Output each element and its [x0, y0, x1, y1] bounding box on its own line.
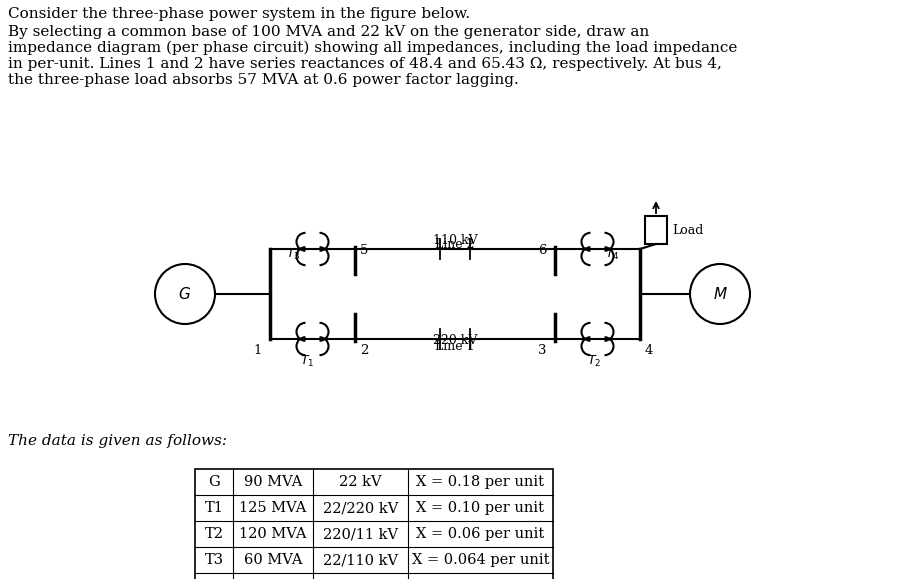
Text: 22/110 kV: 22/110 kV — [322, 553, 397, 567]
Text: $M$: $M$ — [711, 286, 727, 302]
Text: 220/11 kV: 220/11 kV — [322, 527, 397, 541]
Text: 2: 2 — [360, 344, 368, 357]
Text: 125 MVA: 125 MVA — [239, 501, 306, 515]
Text: $G$: $G$ — [179, 286, 191, 302]
Text: 120 MVA: 120 MVA — [239, 527, 306, 541]
Text: 3: 3 — [537, 344, 547, 357]
Text: 90 MVA: 90 MVA — [243, 475, 302, 489]
Text: T1: T1 — [204, 501, 223, 515]
Text: 6: 6 — [537, 244, 547, 257]
Text: in per-unit. Lines 1 and 2 have series reactances of 48.4 and 65.43 Ω, respectiv: in per-unit. Lines 1 and 2 have series r… — [8, 57, 722, 71]
Text: 1: 1 — [253, 344, 261, 357]
Bar — [644, 216, 666, 244]
Text: the three-phase load absorbs 57 MVA at 0.6 power factor lagging.: the three-phase load absorbs 57 MVA at 0… — [8, 73, 518, 87]
Text: The data is given as follows:: The data is given as follows: — [8, 434, 227, 448]
Text: $T_4$: $T_4$ — [605, 247, 619, 262]
Text: Line 2: Line 2 — [435, 238, 475, 251]
Text: $T_1$: $T_1$ — [300, 354, 314, 369]
Text: 60 MVA: 60 MVA — [243, 553, 302, 567]
Text: Consider the three-phase power system in the figure below.: Consider the three-phase power system in… — [8, 7, 469, 21]
Text: $T_3$: $T_3$ — [286, 247, 300, 262]
Text: G: G — [208, 475, 220, 489]
Text: 110 kV: 110 kV — [432, 234, 476, 247]
Text: $T_2$: $T_2$ — [587, 354, 601, 369]
Bar — [195, 469, 552, 579]
Text: By selecting a common base of 100 MVA and 22 kV on the generator side, draw an: By selecting a common base of 100 MVA an… — [8, 25, 649, 39]
Text: 4: 4 — [644, 344, 652, 357]
Text: 220 kV: 220 kV — [433, 334, 476, 347]
Text: X = 0.06 per unit: X = 0.06 per unit — [416, 527, 544, 541]
Text: Line 1: Line 1 — [435, 340, 475, 353]
Text: X = 0.18 per unit: X = 0.18 per unit — [416, 475, 544, 489]
Text: X = 0.10 per unit: X = 0.10 per unit — [416, 501, 544, 515]
Text: 22/220 kV: 22/220 kV — [322, 501, 398, 515]
Text: T2: T2 — [204, 527, 223, 541]
Text: Load: Load — [671, 223, 702, 236]
Text: impedance diagram (per phase circuit) showing all impedances, including the load: impedance diagram (per phase circuit) sh… — [8, 41, 737, 56]
Text: 5: 5 — [360, 244, 368, 257]
Text: X = 0.064 per unit: X = 0.064 per unit — [411, 553, 548, 567]
Text: 22 kV: 22 kV — [339, 475, 382, 489]
Text: T3: T3 — [204, 553, 223, 567]
